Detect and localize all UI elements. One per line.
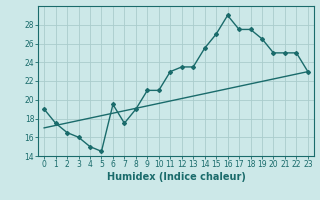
X-axis label: Humidex (Indice chaleur): Humidex (Indice chaleur) xyxy=(107,172,245,182)
